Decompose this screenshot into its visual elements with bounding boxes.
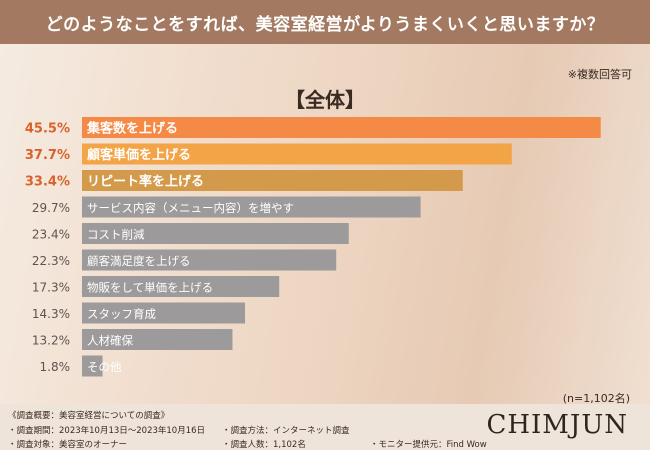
category-label: スタッフ育成	[87, 307, 156, 321]
survey-count: ・調査人数：1,102名	[222, 440, 306, 450]
category-label: 顧客満足度を上げる	[87, 254, 191, 268]
value-label: 45.5%	[25, 122, 70, 137]
category-label: その他	[87, 360, 122, 374]
value-label: 37.7%	[25, 148, 70, 163]
value-label: 33.4%	[25, 175, 70, 190]
category-label: 人材確保	[87, 334, 133, 348]
question-text: どのようなことをすれば、美容室経営がよりうまくいくと思いますか？	[45, 14, 605, 35]
survey-period: ・調査期間：2023年10月13日〜2023年10月16日	[8, 426, 206, 436]
value-label: 23.4%	[32, 228, 70, 242]
bar	[82, 117, 601, 138]
value-label: 1.8%	[40, 360, 71, 374]
bar-chart: 45.5% 集客数を上げる 37.7% 顧客単価を上げる 33.4% リピート率を上げる 2…	[25, 117, 601, 377]
sample-size-label: (n=1,102名)	[562, 392, 630, 405]
survey-target: ・調査対象：美容室のオーナー	[8, 440, 128, 450]
bar	[82, 355, 103, 377]
survey-method: ・調査方法：インターネット調査	[222, 426, 350, 436]
category-label: 顧客単価を上げる	[87, 147, 191, 163]
survey-footer: 《調査概要：美容室経営についての調査》 ・調査期間：2023年10月13日〜20…	[0, 404, 650, 450]
value-label: 22.3%	[32, 254, 70, 268]
bar	[82, 302, 246, 324]
survey-summary: 《調査概要：美容室経営についての調査》	[8, 411, 170, 421]
bar	[82, 276, 280, 297]
brand-logo: CHIMJUN	[486, 410, 628, 440]
category-label: 集客数を上げる	[86, 121, 178, 137]
category-label: サービス内容（メニュー内容）を増やす	[87, 201, 294, 215]
value-label: 29.7%	[32, 201, 70, 215]
monitor-provider: ・モニター提供元：Find Wow	[370, 440, 487, 450]
bar	[82, 329, 233, 350]
bar	[82, 143, 512, 165]
bar	[82, 223, 349, 244]
value-label: 17.3%	[32, 281, 70, 295]
value-label: 13.2%	[32, 334, 70, 348]
question-header: どのようなことをすれば、美容室経営がよりうまくいくと思いますか？	[0, 0, 650, 44]
category-label: リピート率を上げる	[87, 174, 204, 190]
value-label: 14.3%	[32, 307, 70, 321]
category-label: 物販をして単価を上げる	[87, 281, 213, 295]
bar	[82, 249, 337, 271]
category-label: コスト削減	[87, 228, 145, 242]
bar	[82, 170, 463, 191]
bar	[82, 196, 421, 218]
chart-title: 【全体】	[285, 88, 365, 112]
multiple-answer-note: ※複数回答可	[567, 68, 632, 81]
